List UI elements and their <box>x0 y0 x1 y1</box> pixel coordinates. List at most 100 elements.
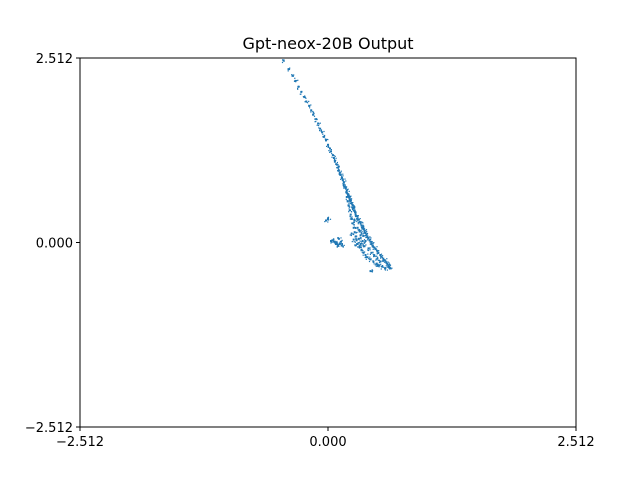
data-point <box>348 209 351 212</box>
data-point-density <box>343 187 345 189</box>
data-point-density <box>348 204 350 206</box>
data-point-density <box>354 207 356 209</box>
data-point <box>352 226 355 229</box>
data-point-density <box>307 102 309 104</box>
data-point-density <box>330 149 332 151</box>
data-point-density <box>312 114 314 116</box>
data-point <box>317 122 320 125</box>
data-point-density <box>385 260 387 262</box>
data-point <box>361 226 364 229</box>
data-point-density <box>389 264 392 266</box>
data-point-density <box>365 244 367 246</box>
data-point <box>369 270 372 273</box>
data-point-density <box>291 74 293 76</box>
data-point-density <box>358 247 360 249</box>
data-point-density <box>348 202 350 205</box>
data-point-density <box>370 237 372 239</box>
data-point-density <box>353 224 355 226</box>
data-point-density <box>350 217 353 219</box>
data-point-density <box>356 220 358 223</box>
data-point <box>315 118 318 121</box>
data-point <box>387 264 390 267</box>
data-point-density <box>357 223 359 225</box>
data-point <box>321 131 324 134</box>
data-point-density <box>374 247 376 249</box>
data-point-density <box>372 246 374 248</box>
data-point <box>346 200 349 203</box>
data-point-density <box>382 255 384 257</box>
data-point-density <box>346 196 348 198</box>
data-point-density <box>370 258 372 260</box>
plot-frame <box>79 57 577 428</box>
data-point-density <box>302 96 304 98</box>
data-point-density <box>293 74 295 76</box>
data-point-density <box>314 118 316 120</box>
data-point-density <box>309 107 311 109</box>
data-point-density <box>388 266 390 269</box>
data-point <box>359 243 362 245</box>
data-point-density <box>356 218 358 220</box>
data-point-density <box>350 199 352 201</box>
data-point-density <box>327 145 329 147</box>
data-point <box>348 196 351 199</box>
data-point-density <box>281 61 284 64</box>
data-point-density <box>380 268 382 270</box>
data-point <box>363 229 366 232</box>
data-point-density <box>366 232 369 235</box>
data-point <box>359 222 362 225</box>
data-point-density <box>338 166 340 168</box>
data-point-density <box>373 242 375 244</box>
data-point <box>331 154 334 157</box>
y-tick-label: 2.512 <box>36 52 73 67</box>
data-point-density <box>362 224 364 226</box>
data-point-density <box>352 218 354 220</box>
data-point-density <box>360 246 362 249</box>
data-point-density <box>343 181 345 183</box>
data-point-density <box>360 250 362 252</box>
data-point-density <box>351 198 353 200</box>
data-point-density <box>354 212 356 214</box>
data-point-density <box>360 237 362 239</box>
data-point-density <box>367 249 369 251</box>
data-point-density <box>341 245 343 247</box>
data-point-density <box>369 236 371 238</box>
chart-title: Gpt-neox-20B Output <box>242 34 413 53</box>
data-point-density <box>353 241 355 243</box>
data-point-density <box>370 243 372 245</box>
data-point-density <box>376 246 378 248</box>
data-point <box>353 231 356 234</box>
data-point-density <box>387 266 389 268</box>
data-point-density <box>344 187 347 189</box>
data-point-density <box>342 246 344 248</box>
data-point-density <box>308 100 310 102</box>
data-point-density <box>316 124 318 126</box>
data-point-density <box>308 104 310 106</box>
data-point-density <box>365 258 367 260</box>
data-point-density <box>333 238 335 240</box>
data-point-density <box>327 139 329 141</box>
data-point-density <box>348 201 350 203</box>
data-point <box>291 74 294 77</box>
data-point-density <box>356 215 358 217</box>
data-point-density <box>361 231 363 233</box>
data-point-density <box>287 70 289 72</box>
data-point <box>325 219 327 222</box>
data-point-density <box>329 151 331 153</box>
data-point <box>362 228 365 231</box>
data-point-density <box>340 241 342 243</box>
data-point-density <box>368 258 370 260</box>
data-point-density <box>356 243 358 245</box>
data-point-density <box>322 136 324 138</box>
data-point-density <box>349 195 352 198</box>
data-point-density <box>366 231 368 233</box>
data-point-density <box>373 263 375 265</box>
data-point-density <box>380 257 382 259</box>
data-point-density <box>361 251 363 253</box>
data-point-density <box>348 190 350 192</box>
data-point-density <box>327 219 329 221</box>
data-point-density <box>357 246 359 248</box>
data-point <box>351 204 354 206</box>
data-point <box>310 109 313 112</box>
data-point <box>364 254 367 256</box>
x-tick-label: 0.000 <box>309 435 346 450</box>
